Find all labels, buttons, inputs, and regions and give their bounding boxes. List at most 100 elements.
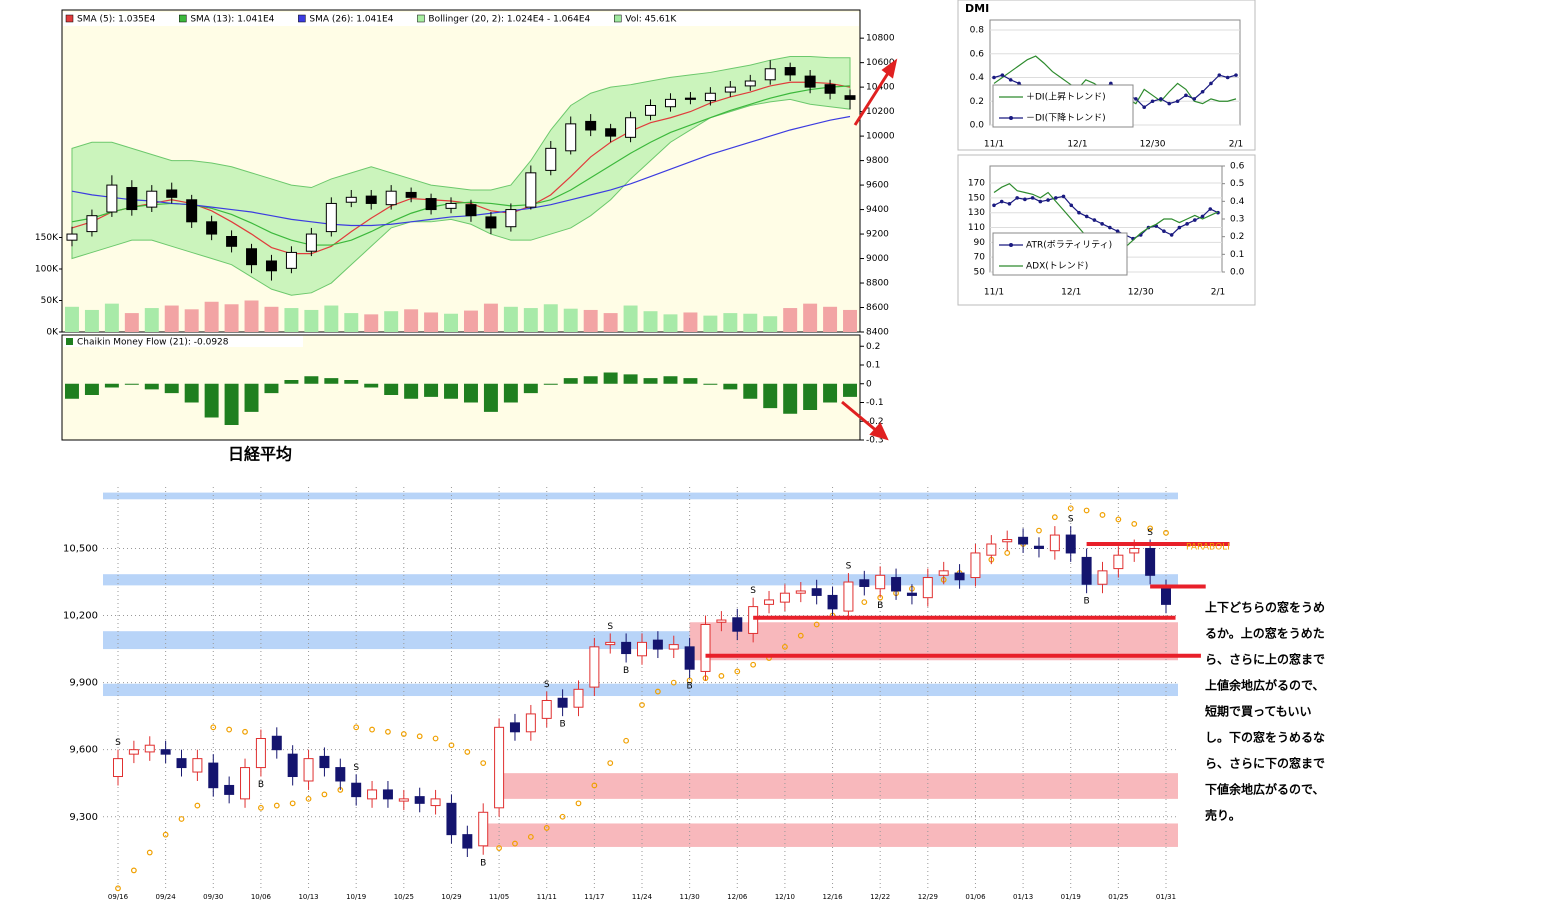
point	[1046, 198, 1050, 202]
candle-body	[716, 619, 727, 623]
x-tick-label: 01/06	[965, 893, 986, 901]
candle-body	[573, 688, 584, 708]
signal: S	[750, 586, 756, 596]
sar-point	[623, 737, 630, 744]
candle-body	[1033, 545, 1044, 549]
y-tick-label: 10,500	[63, 543, 98, 554]
candle-body	[986, 543, 997, 556]
candle-body	[485, 216, 497, 229]
x-tick-label: 11/24	[632, 893, 653, 901]
cmf-bar	[823, 383, 838, 403]
candle-body	[668, 644, 679, 650]
sar-point	[797, 632, 804, 639]
sar-point	[369, 726, 375, 733]
volume-bar	[384, 311, 399, 332]
cmf-title: Chaikin Money Flow (21): -0.0928	[77, 338, 229, 348]
volume-bar	[404, 309, 419, 332]
cmf-bar	[224, 383, 239, 425]
x-tick-label: 10/13	[298, 893, 318, 901]
signal: B	[480, 858, 486, 868]
candle-body	[1097, 570, 1108, 585]
point	[1177, 225, 1182, 230]
sar-point	[416, 733, 423, 740]
cmf-bar	[523, 383, 538, 394]
point	[1077, 210, 1081, 215]
cmf-bar	[703, 383, 718, 385]
candle-body	[430, 798, 441, 807]
candle-body	[525, 172, 537, 208]
candle-body	[1161, 588, 1171, 605]
point	[1115, 229, 1120, 234]
candle-body	[319, 755, 330, 769]
candle-body	[541, 700, 552, 719]
volume-bar	[364, 314, 379, 332]
arrow-down	[841, 400, 879, 434]
annotation: 上値余地広がるので、	[1205, 678, 1325, 693]
candle-body	[732, 617, 743, 632]
volume-bar	[104, 303, 119, 332]
sma-line	[71, 115, 851, 227]
volume-bar	[603, 313, 618, 332]
arrow-up	[853, 69, 892, 126]
volume-bar	[703, 315, 718, 332]
cmf-bar	[104, 383, 119, 388]
volume-bar	[144, 308, 159, 332]
y-tick-label: 0.6	[970, 49, 985, 59]
point	[1023, 197, 1027, 202]
point	[1061, 194, 1066, 199]
sar-point	[432, 735, 439, 742]
point	[1109, 81, 1113, 86]
cmf-bar	[304, 376, 319, 384]
sar-point	[464, 749, 471, 755]
sar-point	[162, 831, 169, 838]
sar-point	[178, 816, 185, 822]
candle-body	[255, 738, 266, 769]
legend-swatch	[417, 14, 425, 23]
volume-bar	[763, 316, 778, 332]
annotation: ら、さらに上の窓まで	[1205, 652, 1325, 667]
annotation: し。下の窓をうめるな	[1205, 730, 1325, 745]
signal: S	[353, 763, 359, 773]
legend-bg	[63, 336, 303, 347]
candle-body	[621, 641, 632, 655]
candle-body	[784, 67, 796, 76]
volume-bar	[483, 303, 498, 332]
price-window	[103, 683, 1178, 697]
volume-bar	[583, 309, 598, 332]
signal: S	[1068, 515, 1074, 525]
arrow-head	[869, 422, 889, 441]
volume-bar	[244, 300, 259, 332]
annotation: 売り。	[1205, 808, 1241, 823]
y-tick-label: 50	[974, 268, 986, 278]
legend-label: SMA (5): 1.035E4	[77, 15, 156, 25]
point	[999, 199, 1004, 204]
y-tick-label: 0.4	[970, 73, 985, 83]
cmf-bar	[603, 372, 618, 384]
cmf-bar	[164, 383, 179, 394]
x-tick-label: 01/31	[1156, 893, 1176, 901]
x-tick-label: 11/30	[680, 893, 700, 901]
annotation: ら、さらに下の窓まで	[1205, 756, 1325, 771]
y-tick-label: 10200	[866, 107, 895, 117]
sma-line	[71, 85, 851, 246]
sar-point	[1051, 514, 1058, 521]
x-tick-label: 12/1	[1061, 288, 1081, 298]
legend-swatch	[66, 338, 73, 345]
candle-body	[445, 202, 457, 209]
candle-body	[465, 204, 477, 217]
y-tick-label: 9,300	[69, 812, 98, 823]
candle-body	[285, 251, 297, 269]
cmf-bar	[184, 383, 199, 403]
y-tick-label: 0.2	[970, 97, 984, 107]
sar-point	[734, 668, 741, 675]
cmf-bar	[444, 383, 459, 399]
candle-body	[287, 753, 298, 778]
candle-body	[160, 749, 171, 755]
sar-point	[226, 726, 233, 733]
volume-bar	[683, 312, 698, 332]
volume-bar	[543, 304, 558, 332]
sar-point	[1083, 507, 1090, 514]
signal: S	[846, 562, 852, 572]
signal: S	[607, 622, 613, 632]
cmf-bar	[743, 383, 758, 399]
